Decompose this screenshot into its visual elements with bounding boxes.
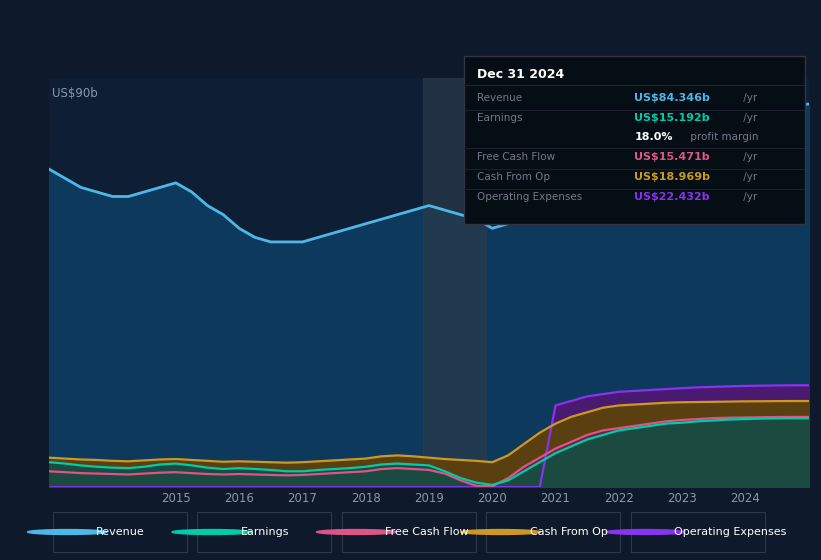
FancyBboxPatch shape <box>464 56 805 224</box>
Text: US$18.969b: US$18.969b <box>635 172 710 182</box>
Text: /yr: /yr <box>740 93 757 103</box>
Text: Cash From Op: Cash From Op <box>530 527 608 537</box>
Circle shape <box>28 530 107 534</box>
Circle shape <box>172 530 251 534</box>
Text: Free Cash Flow: Free Cash Flow <box>478 152 556 162</box>
Text: /yr: /yr <box>740 113 757 123</box>
Text: US$0: US$0 <box>52 466 82 479</box>
Bar <box>423 78 486 487</box>
Text: Dec 31 2024: Dec 31 2024 <box>478 68 565 81</box>
Text: /yr: /yr <box>740 152 757 162</box>
Text: Operating Expenses: Operating Expenses <box>478 192 583 202</box>
Text: Revenue: Revenue <box>478 93 523 103</box>
Text: US$84.346b: US$84.346b <box>635 93 710 103</box>
Text: /yr: /yr <box>740 192 757 202</box>
Text: 18.0%: 18.0% <box>635 132 672 142</box>
Text: Cash From Op: Cash From Op <box>478 172 551 182</box>
Text: Operating Expenses: Operating Expenses <box>674 527 787 537</box>
Text: Earnings: Earnings <box>241 527 289 537</box>
Text: US$15.471b: US$15.471b <box>635 152 710 162</box>
Text: US$22.432b: US$22.432b <box>635 192 710 202</box>
Text: Earnings: Earnings <box>478 113 523 123</box>
Text: profit margin: profit margin <box>687 132 759 142</box>
Text: Free Cash Flow: Free Cash Flow <box>385 527 469 537</box>
Text: US$15.192b: US$15.192b <box>635 113 710 123</box>
Text: /yr: /yr <box>740 172 757 182</box>
Circle shape <box>461 530 540 534</box>
Text: Revenue: Revenue <box>96 527 145 537</box>
Text: US$90b: US$90b <box>52 87 97 100</box>
Circle shape <box>606 530 685 534</box>
Circle shape <box>317 530 396 534</box>
